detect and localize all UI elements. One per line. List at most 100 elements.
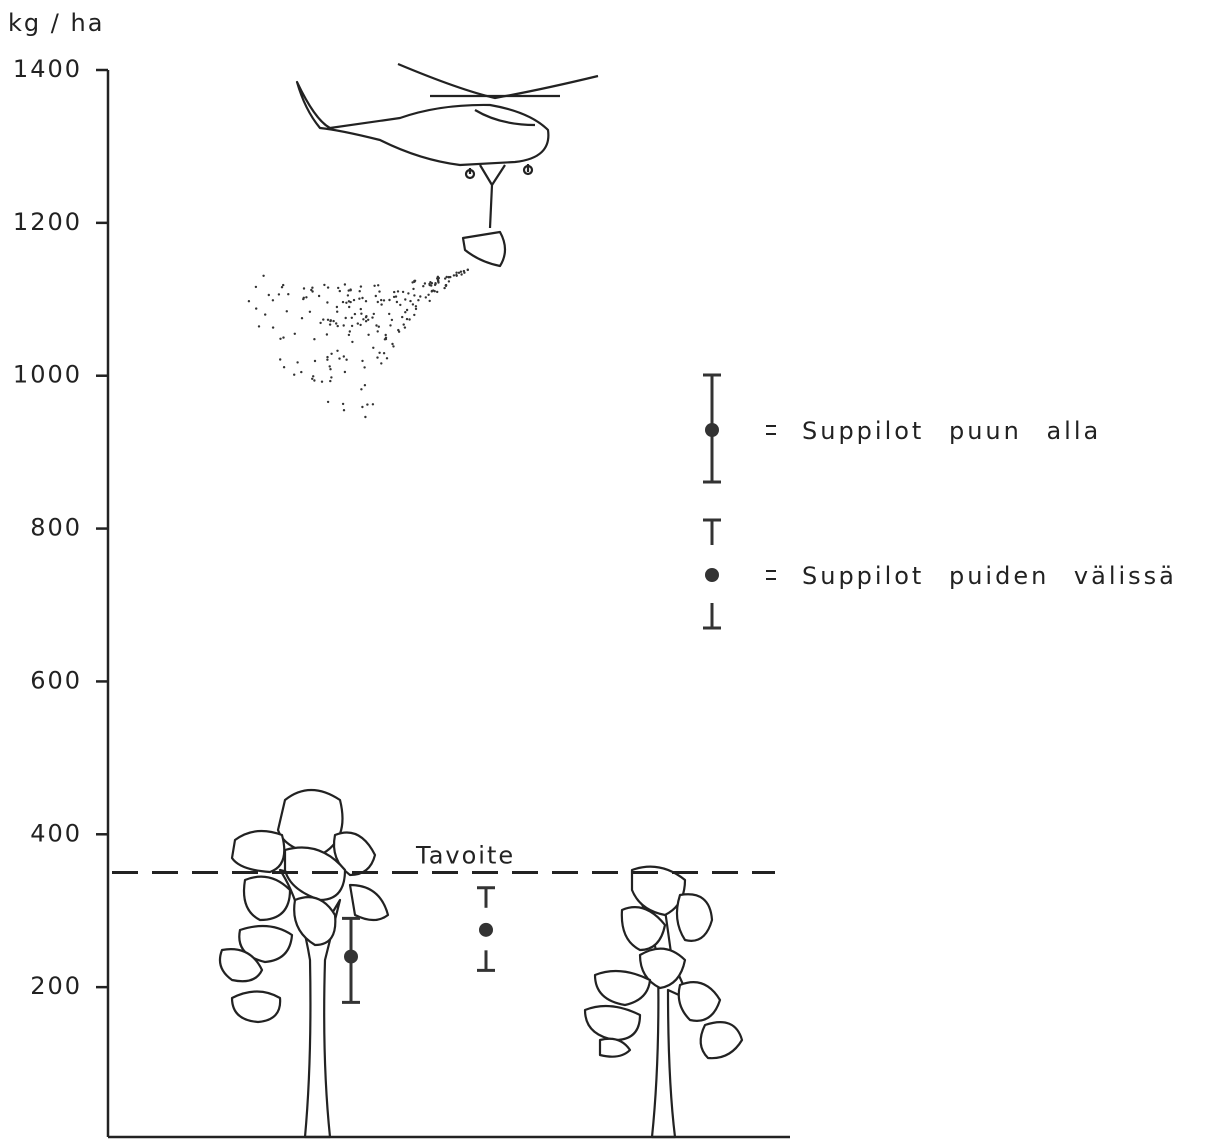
spray-dot (360, 285, 362, 287)
target-label: Tavoite (415, 842, 515, 870)
spray-dot (391, 343, 393, 345)
spray-dot (326, 356, 328, 358)
spray-dot (345, 302, 347, 304)
y-tick-label: 1000 (13, 361, 82, 389)
spray-dot (329, 323, 331, 325)
spray-dot (322, 318, 324, 320)
spray-dot (375, 295, 377, 297)
spray-dot (383, 299, 385, 301)
spray-dot (380, 299, 382, 301)
spray-dot (262, 275, 264, 277)
spray-dot (329, 365, 331, 367)
spray-dot (453, 274, 455, 276)
spray-dot (349, 330, 351, 332)
spray-dot (326, 301, 328, 303)
spray-dot (351, 317, 353, 319)
spray-dot (372, 347, 374, 349)
spray-dot (412, 288, 414, 290)
spray-dot (396, 301, 398, 303)
legend-equals (766, 571, 776, 579)
spray-dot (424, 282, 426, 284)
spray-dot (360, 388, 362, 390)
tree-left (220, 790, 388, 1137)
spray-dot (311, 290, 313, 292)
spray-dot (303, 287, 305, 289)
spray-dot (373, 285, 375, 287)
legend-marker (705, 423, 719, 437)
legend-label: Suppilot puun alla (802, 417, 1101, 445)
spray-dot (327, 319, 329, 321)
spray-dot (431, 282, 433, 284)
y-tick-label: 600 (30, 666, 82, 694)
spray-dot (373, 313, 375, 315)
spray-dot (372, 403, 374, 405)
spray-dot (406, 309, 408, 311)
spray-dot (354, 313, 356, 315)
spray-dot (385, 334, 387, 336)
spray-dot (337, 287, 339, 289)
spray-dot (353, 299, 355, 301)
spray-dot (358, 298, 360, 300)
spray-dot (309, 311, 311, 313)
spray-dot (361, 406, 363, 408)
spray-dot (342, 403, 344, 405)
spray-dot (380, 362, 382, 364)
spray-dot (397, 290, 399, 292)
spray-dot (319, 322, 321, 324)
spray-dot (446, 276, 448, 278)
spray-dot (330, 319, 332, 321)
spray-dot (413, 314, 415, 316)
spray-dot (445, 284, 447, 286)
spray-dot (378, 352, 380, 354)
spray-dot (404, 298, 406, 300)
legend-marker (705, 568, 719, 582)
spray-dot (339, 290, 341, 292)
legend-label: Suppilot puiden välissä (802, 562, 1177, 590)
spray-dot (388, 299, 390, 301)
tree-right (585, 867, 742, 1137)
y-axis-label: kg / ha (8, 9, 104, 37)
spray-dot (336, 311, 338, 313)
spray-dot (329, 380, 331, 382)
spray-dot (311, 287, 313, 289)
spray-dot (300, 371, 302, 373)
spray-dot (344, 283, 346, 285)
spray-dot (329, 368, 331, 370)
spray-dot (360, 313, 362, 315)
spray-dot (366, 403, 368, 405)
spray-dot (311, 378, 313, 380)
spray-dot (296, 361, 298, 363)
y-tick-label: 200 (30, 972, 82, 1000)
spray-dot (386, 357, 388, 359)
spray-dot (434, 283, 436, 285)
legend-equals (766, 426, 776, 434)
spray-dot (419, 295, 421, 297)
spray (248, 269, 469, 419)
spray-dot (455, 272, 457, 274)
spray-dot (460, 273, 462, 275)
spray-dot (413, 294, 415, 296)
spray-dot (397, 329, 399, 331)
spray-dot (363, 366, 365, 368)
spray-dot (364, 384, 366, 386)
spray-dot (436, 291, 438, 293)
spray-dot (406, 318, 408, 320)
spray-dot (402, 291, 404, 293)
spray-dot (455, 274, 457, 276)
spray-dot (286, 310, 288, 312)
spray-dot (389, 324, 391, 326)
spray-dot (415, 305, 417, 307)
spray-dot (337, 325, 339, 327)
spray-dot (258, 325, 260, 327)
spray-dot (293, 374, 295, 376)
spray-dot (281, 286, 283, 288)
spray-dot (448, 276, 450, 278)
spray-dot (330, 353, 332, 355)
spray-dot (392, 345, 394, 347)
spray-dot (330, 376, 332, 378)
spray-dot (282, 336, 284, 338)
point (344, 950, 358, 964)
spray-dot (336, 306, 338, 308)
spray-dot (422, 285, 424, 287)
spray-dot (393, 296, 395, 298)
